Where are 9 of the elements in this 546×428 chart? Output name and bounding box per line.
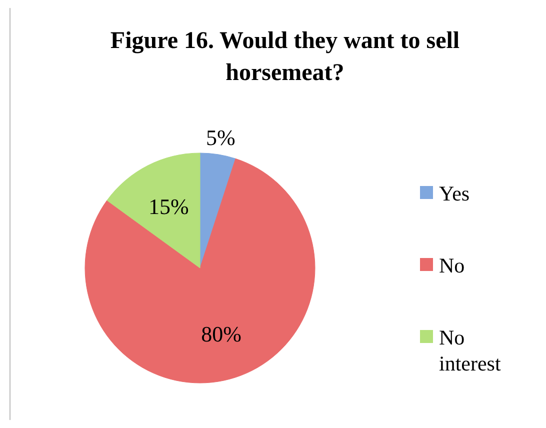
legend-label: Yes [439, 181, 470, 206]
pie-slice [84, 158, 316, 384]
data-label: 5% [206, 125, 236, 150]
pie-slice [106, 152, 200, 268]
data-label: 80% [201, 321, 242, 346]
chart-title: Figure 16. Would they want to sell horsemeat? [110, 28, 460, 86]
legend-label: No [439, 253, 465, 278]
legend-label: No interest [439, 325, 501, 376]
data-label: 15% [148, 194, 189, 220]
